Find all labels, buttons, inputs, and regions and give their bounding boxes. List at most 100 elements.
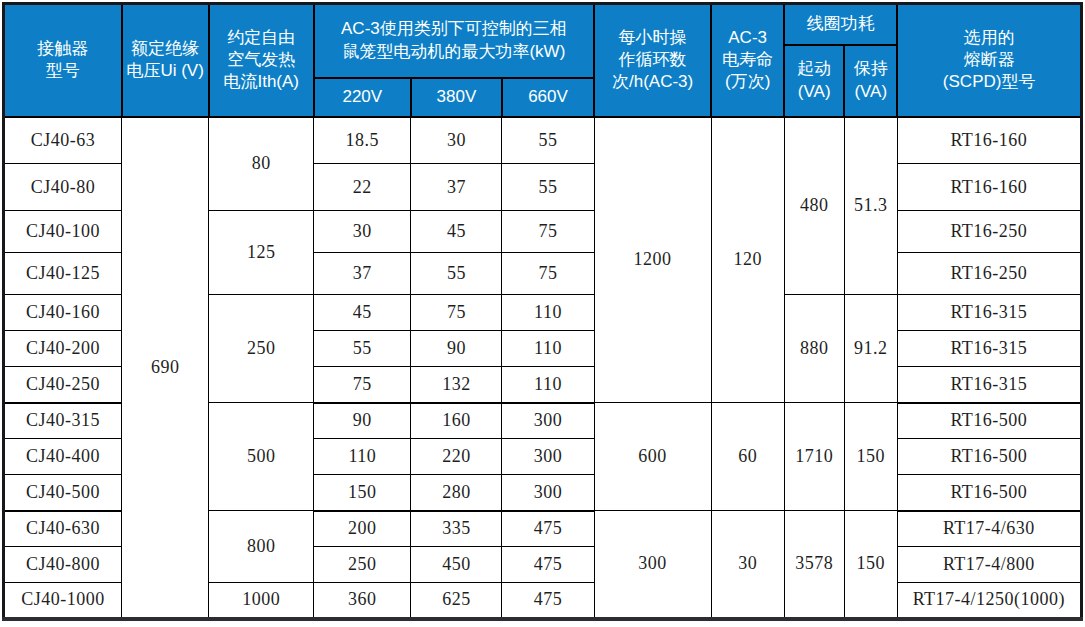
header-row: 接触器 型号 额定绝缘 电压Ui (V) 约定自由 空气发热 电流Ith(A) …	[4, 4, 1082, 45]
power-380v-cell: 132	[411, 367, 502, 403]
power-660v-cell: 110	[502, 295, 594, 331]
power-220v-cell: 250	[314, 547, 411, 583]
power-380v-cell: 55	[411, 253, 502, 295]
power-380v-cell: 75	[411, 295, 502, 331]
header-380v: 380V	[411, 78, 502, 117]
fuse-cell: RT16-500	[897, 403, 1081, 439]
thermal-current-cell: 250	[209, 295, 314, 403]
model-cell: CJ40-100	[4, 211, 122, 253]
life-cell: 120	[711, 117, 784, 403]
contactor-spec-table: 接触器 型号 额定绝缘 电压Ui (V) 约定自由 空气发热 电流Ith(A) …	[2, 2, 1083, 621]
power-220v-cell: 37	[314, 253, 411, 295]
fuse-cell: RT16-160	[897, 164, 1081, 211]
power-220v-cell: 18.5	[314, 117, 411, 164]
header-coil-power: 线圈功耗	[784, 4, 897, 45]
power-220v-cell: 45	[314, 295, 411, 331]
model-cell: CJ40-315	[4, 403, 122, 439]
power-220v-cell: 30	[314, 211, 411, 253]
header-660v: 660V	[502, 78, 594, 117]
power-220v-cell: 90	[314, 403, 411, 439]
thermal-current-cell: 500	[209, 403, 314, 511]
power-220v-cell: 22	[314, 164, 411, 211]
coil-start-cell: 880	[784, 295, 844, 403]
coil-hold-cell: 150	[844, 511, 897, 619]
table-row: CJ40-63 690 80 18.5 30 55 1200 120 480 5…	[4, 117, 1082, 164]
coil-hold-cell: 91.2	[844, 295, 897, 403]
header-coil-hold: 保持 (VA)	[844, 45, 897, 117]
power-380v-cell: 450	[411, 547, 502, 583]
power-380v-cell: 37	[411, 164, 502, 211]
fuse-cell: RT16-315	[897, 295, 1081, 331]
fuse-cell: RT16-500	[897, 475, 1081, 511]
header-rated-voltage: 额定绝缘 电压Ui (V)	[122, 4, 209, 117]
header-thermal-current: 约定自由 空气发热 电流Ith(A)	[209, 4, 314, 117]
power-380v-cell: 160	[411, 403, 502, 439]
coil-hold-cell: 51.3	[844, 117, 897, 295]
life-cell: 60	[711, 403, 784, 511]
rated-voltage-cell: 690	[122, 117, 209, 619]
power-380v-cell: 90	[411, 331, 502, 367]
thermal-current-cell: 125	[209, 211, 314, 295]
model-cell: CJ40-125	[4, 253, 122, 295]
power-380v-cell: 45	[411, 211, 502, 253]
power-660v-cell: 110	[502, 367, 594, 403]
fuse-cell: RT17-4/800	[897, 547, 1081, 583]
model-cell: CJ40-80	[4, 164, 122, 211]
header-max-power: AC-3使用类别下可控制的三相 鼠笼型电动机的最大功率(kW)	[314, 4, 594, 78]
power-220v-cell: 360	[314, 583, 411, 619]
header-220v: 220V	[314, 78, 411, 117]
model-cell: CJ40-400	[4, 439, 122, 475]
power-380v-cell: 30	[411, 117, 502, 164]
power-380v-cell: 280	[411, 475, 502, 511]
power-660v-cell: 55	[502, 164, 594, 211]
fuse-cell: RT17-4/630	[897, 511, 1081, 547]
power-660v-cell: 75	[502, 253, 594, 295]
power-660v-cell: 475	[502, 583, 594, 619]
fuse-cell: RT17-4/1250(1000)	[897, 583, 1081, 619]
fuse-cell: RT16-250	[897, 253, 1081, 295]
header-model: 接触器 型号	[4, 4, 122, 117]
power-660v-cell: 475	[502, 547, 594, 583]
power-220v-cell: 55	[314, 331, 411, 367]
coil-start-cell: 1710	[784, 403, 844, 511]
power-660v-cell: 475	[502, 511, 594, 547]
header-fuse: 选用的 熔断器 (SCPD)型号	[897, 4, 1081, 117]
coil-start-cell: 3578	[784, 511, 844, 619]
model-cell: CJ40-800	[4, 547, 122, 583]
power-380v-cell: 625	[411, 583, 502, 619]
coil-hold-cell: 150	[844, 403, 897, 511]
power-220v-cell: 150	[314, 475, 411, 511]
header-coil-start: 起动 (VA)	[784, 45, 844, 117]
power-660v-cell: 300	[502, 475, 594, 511]
power-660v-cell: 300	[502, 439, 594, 475]
power-660v-cell: 110	[502, 331, 594, 367]
model-cell: CJ40-250	[4, 367, 122, 403]
header-ops-per-hour: 每小时操 作循环数 次/h(AC-3)	[594, 4, 711, 117]
model-cell: CJ40-630	[4, 511, 122, 547]
power-220v-cell: 75	[314, 367, 411, 403]
fuse-cell: RT16-250	[897, 211, 1081, 253]
model-cell: CJ40-1000	[4, 583, 122, 619]
model-cell: CJ40-63	[4, 117, 122, 164]
fuse-cell: RT16-500	[897, 439, 1081, 475]
thermal-current-cell: 80	[209, 117, 314, 211]
power-660v-cell: 75	[502, 211, 594, 253]
model-cell: CJ40-160	[4, 295, 122, 331]
fuse-cell: RT16-160	[897, 117, 1081, 164]
ops-cell: 600	[594, 403, 711, 511]
thermal-current-cell: 800	[209, 511, 314, 583]
model-cell: CJ40-500	[4, 475, 122, 511]
header-electrical-life: AC-3 电寿命 (万次)	[711, 4, 784, 117]
coil-start-cell: 480	[784, 117, 844, 295]
ops-cell: 300	[594, 511, 711, 619]
model-cell: CJ40-200	[4, 331, 122, 367]
ops-cell: 1200	[594, 117, 711, 403]
power-660v-cell: 55	[502, 117, 594, 164]
power-660v-cell: 300	[502, 403, 594, 439]
thermal-current-cell: 1000	[209, 583, 314, 619]
fuse-cell: RT16-315	[897, 331, 1081, 367]
power-380v-cell: 220	[411, 439, 502, 475]
power-380v-cell: 335	[411, 511, 502, 547]
power-220v-cell: 110	[314, 439, 411, 475]
life-cell: 30	[711, 511, 784, 619]
